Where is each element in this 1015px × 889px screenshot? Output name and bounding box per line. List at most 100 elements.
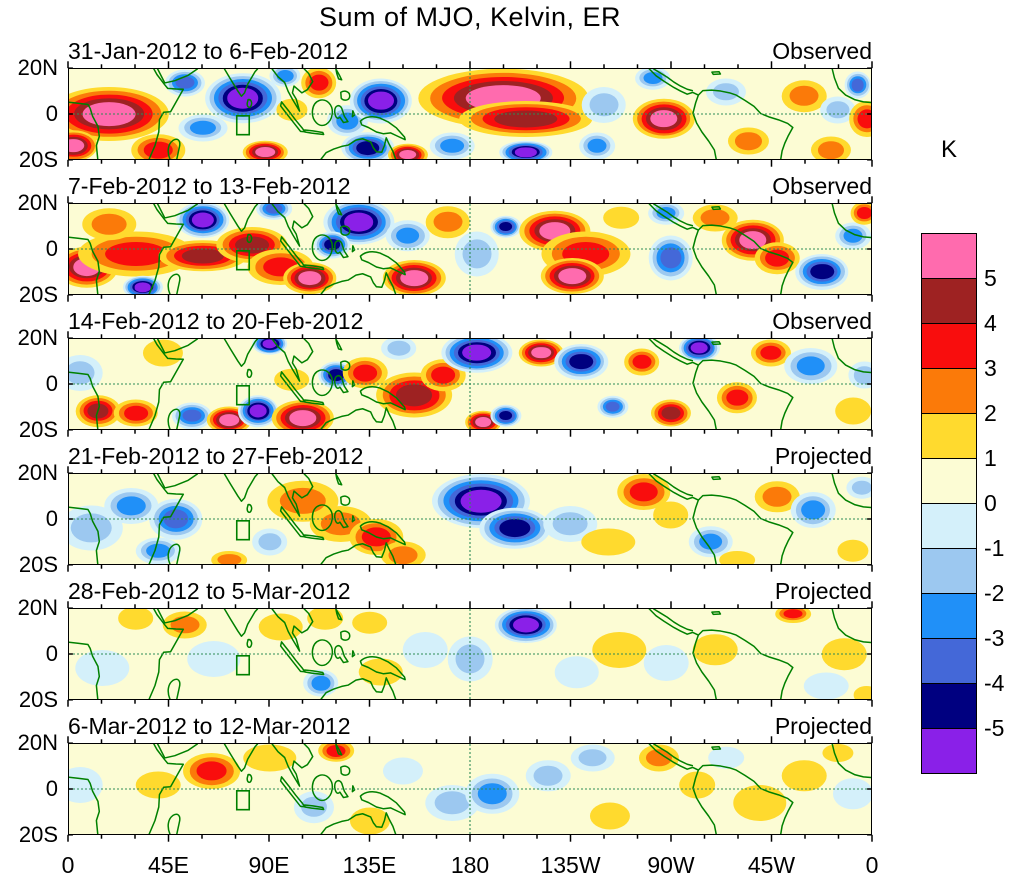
anomaly-blob: [760, 345, 782, 360]
colorbar-cell: [922, 279, 976, 324]
anomaly-blob: [478, 782, 507, 805]
anomaly-blob: [781, 759, 827, 792]
anomaly-blob: [118, 609, 154, 630]
colorbar-cell: [922, 459, 976, 504]
anomaly-blob: [475, 417, 492, 428]
status-label: Projected: [774, 578, 872, 604]
anomaly-blob: [531, 346, 552, 359]
anomaly-blob: [512, 617, 539, 633]
anomaly-blob: [826, 100, 850, 119]
anomaly-blob: [569, 353, 594, 370]
anomaly-blob: [462, 238, 492, 269]
date-range-label: 31-Jan-2012 to 6-Feb-2012: [68, 38, 349, 64]
panel-6-header: 6-Mar-2012 to 12-Mar-2012 Projected: [68, 712, 872, 740]
anomaly-blob: [91, 214, 127, 235]
anomaly-blob: [461, 344, 492, 361]
colorbar-tick-label: -1: [984, 535, 1005, 561]
map-panel-2: [68, 203, 872, 295]
anomaly-blob: [117, 495, 146, 516]
anomaly-blob: [646, 748, 673, 767]
anomaly-blob: [603, 206, 640, 229]
anomaly-blob: [349, 807, 390, 834]
anomaly-blob: [851, 78, 864, 92]
date-range-label: 6-Mar-2012 to 12-Mar-2012: [68, 713, 351, 739]
colorbar-tick-label: 2: [984, 400, 997, 426]
status-label: Projected: [774, 713, 872, 739]
date-range-label: 28-Feb-2012 to 5-Mar-2012: [68, 578, 351, 604]
anomaly-blob: [732, 784, 787, 821]
anomaly-blob: [387, 340, 411, 356]
anomaly-blob: [726, 389, 749, 406]
colorbar-cell: [922, 684, 976, 729]
colorbar-cell: [922, 414, 976, 459]
y-axis-label-20s: 20S: [18, 282, 58, 307]
panel-3: 14-Feb-2012 to 20-Feb-2012 Observed 20N …: [0, 308, 1015, 442]
anomaly-blob: [851, 480, 871, 495]
anomaly-blob: [632, 354, 652, 369]
coastline-overlay: [69, 69, 871, 159]
map-panel-1: [68, 68, 872, 160]
y-axis-label-20s: 20S: [18, 822, 58, 847]
anomaly-blob: [358, 658, 404, 686]
y-axis-label-20n: 20N: [17, 55, 58, 80]
anomaly-blob: [146, 543, 170, 558]
anomaly-blob: [353, 364, 378, 382]
x-axis-tick-label: 90E: [248, 852, 290, 878]
y-axis-label-20s: 20S: [18, 687, 58, 712]
x-axis-tick-label: 180: [450, 852, 490, 878]
anomaly-blob: [796, 356, 826, 376]
anomaly-field: [69, 69, 871, 159]
anomaly-blob: [590, 802, 631, 830]
colorbar-unit-label: K: [940, 136, 957, 163]
colorbar-tick-label: -2: [984, 580, 1005, 606]
colorbar-tick-label: -5: [984, 715, 1005, 741]
anomaly-blob: [498, 519, 531, 537]
anomaly-blob: [801, 500, 825, 520]
anomaly-blob: [498, 221, 513, 232]
anomaly-blob: [400, 270, 429, 287]
anomaly-blob: [691, 342, 708, 354]
colorbar-cell: [922, 639, 976, 684]
anomaly-blob: [187, 640, 241, 677]
map-panel-5: [68, 608, 872, 700]
anomaly-blob: [554, 656, 600, 688]
coastline-overlay: [69, 744, 871, 834]
y-axis-label-0: 0: [45, 101, 58, 126]
anomaly-blob: [431, 366, 456, 384]
colorbar-tick-label: 5: [984, 265, 997, 291]
anomaly-blob: [835, 397, 871, 425]
colorbar-cell: [922, 234, 976, 279]
anomaly-blob: [383, 757, 424, 785]
colorbar-tick-label: -3: [984, 625, 1005, 651]
anomaly-blob: [309, 74, 328, 91]
colorbar: [921, 233, 977, 774]
anomaly-blob: [700, 208, 730, 227]
anomaly-field: [69, 204, 871, 294]
anomaly-blob: [514, 147, 537, 157]
anomaly-blob: [629, 482, 659, 502]
anomaly-blob: [355, 140, 380, 155]
colorbar-cell: [922, 369, 976, 414]
anomaly-blob: [219, 414, 240, 426]
coastline-overlay: [69, 474, 871, 564]
x-axis-tick-label: 135W: [540, 852, 601, 878]
anomaly-blob: [853, 685, 871, 699]
anomaly-blob: [69, 361, 95, 385]
anomaly-blob: [134, 282, 151, 292]
anomaly-blob: [434, 790, 470, 815]
anomaly-blob: [69, 138, 85, 153]
y-axis-label-20n: 20N: [17, 730, 58, 755]
y-axis-label-20s: 20S: [18, 417, 58, 442]
anomaly-blob: [226, 87, 259, 109]
x-axis-tick-label: 135E: [342, 852, 397, 878]
panel-5: 28-Feb-2012 to 5-Mar-2012 Projected 20N …: [0, 578, 1015, 712]
status-label: Observed: [772, 38, 872, 64]
anomaly-blob: [821, 744, 854, 762]
colorbar-cells: [921, 233, 977, 774]
x-axis-tick-label: 45W: [747, 852, 796, 878]
colorbar-tick-label: -4: [984, 670, 1005, 696]
anomaly-blob: [181, 409, 202, 422]
map-panel-3: [68, 338, 872, 430]
anomaly-field: [69, 474, 871, 564]
